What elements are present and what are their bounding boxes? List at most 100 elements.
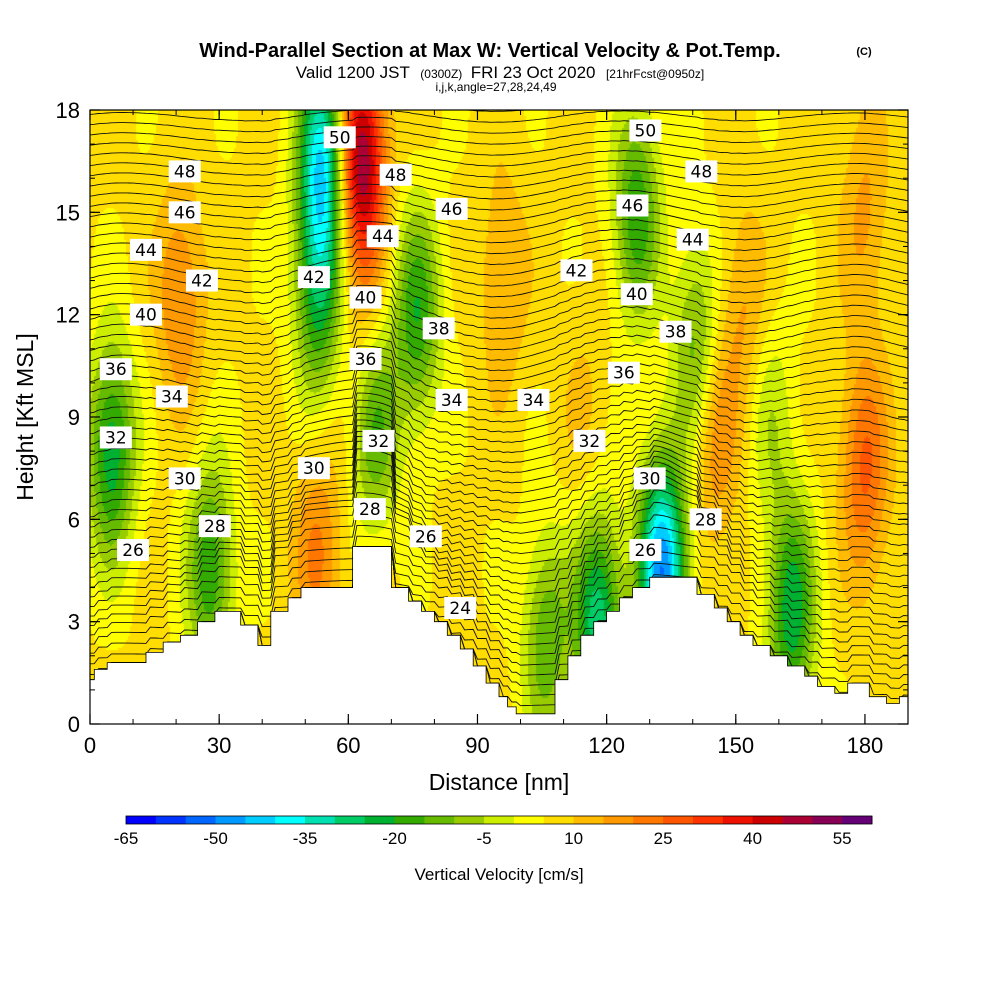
theta-label: 42	[566, 261, 588, 281]
theta-label: 28	[359, 500, 381, 520]
theta-line	[90, 448, 908, 555]
theta-label-bg	[198, 515, 231, 538]
theta-line	[90, 361, 908, 423]
colorbar-swatch	[722, 816, 754, 824]
theta-label-bg	[349, 348, 382, 371]
theta-line	[90, 385, 908, 453]
theta-label-bg	[435, 388, 468, 411]
colorbar-swatch	[305, 816, 336, 824]
theta-label-group: 42	[297, 266, 330, 289]
theta-line	[90, 535, 908, 636]
colorbar-label: Vertical Velocity [cm/s]	[414, 865, 583, 884]
theta-label: 44	[372, 227, 394, 247]
colorbar-swatch	[454, 816, 485, 824]
x-axis-label: Distance [nm]	[429, 769, 570, 795]
theta-line	[90, 266, 908, 308]
colorbar-tick-label: -20	[382, 829, 407, 848]
theta-label-group: 28	[353, 498, 386, 521]
theta-label-bg	[517, 388, 550, 411]
y-tick-label: 3	[68, 610, 80, 635]
colorbar-tick-label: -5	[477, 829, 492, 848]
theta-label-group: 34	[517, 388, 550, 411]
theta-line	[90, 202, 908, 233]
colorbar-tick-label: -50	[203, 829, 228, 848]
theta-line	[90, 211, 908, 244]
theta-label-bg	[362, 429, 395, 452]
theta-label-group: 40	[620, 283, 653, 306]
colorbar-swatch	[185, 816, 217, 824]
theta-label-group: 34	[155, 385, 188, 408]
theta-label-bg	[129, 238, 162, 261]
y-tick-label: 12	[56, 303, 80, 328]
theta-label: 42	[191, 272, 213, 292]
y-axis-label: Height [Kft MSL]	[12, 333, 38, 500]
theta-line	[90, 257, 908, 298]
theta-label: 26	[635, 541, 657, 561]
theta-line	[90, 345, 908, 403]
colorbar-swatch	[126, 816, 157, 824]
x-tick-label: 30	[207, 733, 231, 758]
theta-label-group: 38	[659, 320, 692, 343]
theta-line	[90, 406, 908, 484]
theta-line	[90, 155, 908, 178]
theta-label: 46	[174, 203, 196, 223]
theta-label-bg	[616, 194, 649, 217]
theta-label-group: 30	[297, 457, 330, 480]
theta-label: 38	[428, 319, 450, 339]
theta-label-group: 38	[422, 317, 455, 340]
theta-label: 50	[635, 121, 657, 141]
theta-label-bg	[297, 266, 330, 289]
theta-label-bg	[435, 197, 468, 220]
terrain-mask	[90, 546, 908, 724]
theta-label: 32	[368, 432, 390, 452]
theta-line	[90, 377, 908, 443]
colorbar-swatch	[543, 816, 575, 824]
theta-label: 36	[613, 364, 635, 384]
colorbar-swatch	[663, 816, 694, 824]
theta-line	[90, 284, 908, 330]
valid-date: FRI 23 Oct 2020	[471, 63, 596, 82]
theta-label-group: 36	[99, 358, 132, 381]
theta-line	[90, 293, 908, 340]
theta-label: 30	[639, 469, 661, 489]
theta-label-group: 42	[560, 259, 593, 282]
theta-label-bg	[168, 201, 201, 224]
theta-line	[90, 353, 908, 413]
copyright-mark: (C)	[856, 46, 872, 58]
theta-label-group: 34	[435, 388, 468, 411]
theta-line	[90, 430, 908, 524]
theta-line	[90, 503, 908, 605]
theta-line	[90, 126, 908, 145]
theta-label: 48	[691, 162, 713, 182]
theta-label-group: 44	[366, 225, 399, 248]
colorbar-swatch	[603, 816, 634, 824]
theta-line	[90, 546, 908, 666]
x-tick-label: 180	[847, 733, 884, 758]
theta-label-bg	[323, 126, 356, 149]
theta-line	[90, 239, 908, 276]
theta-label-group: 46	[435, 197, 468, 220]
theta-contour-labels: 48 46 44 42 40 36 34 32 30 28 26 50 48 42 44 40 36 30 32 28…	[99, 119, 722, 620]
theta-label: 24	[449, 599, 471, 619]
theta-label: 26	[415, 527, 437, 547]
forecast-info: [21hrFcst@0950z]	[606, 67, 704, 81]
theta-line	[90, 328, 908, 382]
theta-label-group: 46	[616, 194, 649, 217]
theta-label-bg	[607, 361, 640, 384]
colorbar-tick-label: 25	[654, 829, 673, 848]
theta-label: 40	[135, 306, 157, 326]
theta-label: 34	[161, 388, 183, 408]
theta-label: 30	[174, 469, 196, 489]
theta-line	[90, 164, 908, 189]
colorbar-swatch	[842, 816, 873, 824]
theta-label: 40	[626, 285, 648, 305]
plot-area: 48 46 44 42 40 36 34 32 30 28 26 50 48 42 44 40 36 30 32 28…	[90, 110, 908, 724]
x-tick-label: 120	[588, 733, 625, 758]
y-tick-label: 15	[56, 200, 80, 225]
theta-label: 32	[105, 428, 127, 448]
theta-label-group: 26	[409, 525, 442, 548]
colorbar-tick-label: 40	[743, 829, 762, 848]
colorbar-swatch	[692, 816, 724, 824]
x-tick-label: 0	[84, 733, 96, 758]
